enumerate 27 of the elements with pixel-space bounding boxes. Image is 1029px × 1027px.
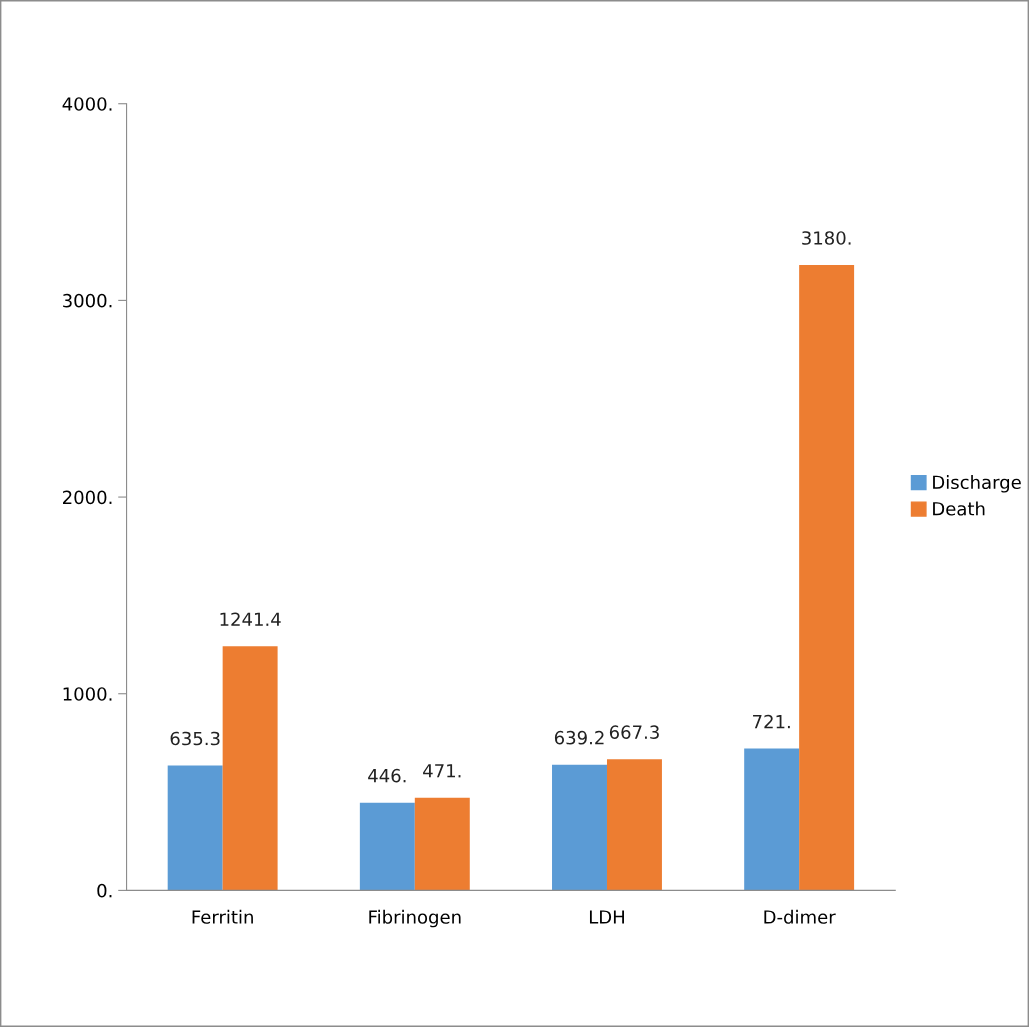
legend-label: Death xyxy=(933,501,985,516)
bar xyxy=(167,765,223,891)
data-label: 446. xyxy=(368,768,406,783)
x-tick-label: LDH xyxy=(589,910,624,924)
x-tick-label: Ferritin xyxy=(192,909,253,924)
y-tick-label: 0. xyxy=(97,883,112,898)
data-label: 3180. xyxy=(802,231,851,245)
bar xyxy=(222,646,278,891)
data-label: 471. xyxy=(423,764,461,778)
bar xyxy=(606,759,662,891)
bar xyxy=(799,265,855,891)
y-tick-label: 2000. xyxy=(63,490,112,505)
x-tick-label: D-dimer xyxy=(764,909,836,924)
data-label: 635.3 xyxy=(170,731,220,746)
bar xyxy=(552,764,607,891)
legend-label: Discharge xyxy=(933,475,1021,493)
data-label: 639.2 xyxy=(554,730,604,745)
y-tick-label: 3000. xyxy=(63,293,112,308)
data-label: 667.3 xyxy=(609,725,659,740)
bar xyxy=(359,802,415,891)
x-tick-label: Fibrinogen xyxy=(369,909,461,928)
bar xyxy=(414,797,470,891)
bar xyxy=(744,748,800,891)
data-label: 1241.4 xyxy=(220,612,281,626)
y-tick-label: 1000. xyxy=(63,687,112,701)
data-label: 721. xyxy=(753,714,790,729)
y-tick-label: 4000. xyxy=(62,97,112,111)
